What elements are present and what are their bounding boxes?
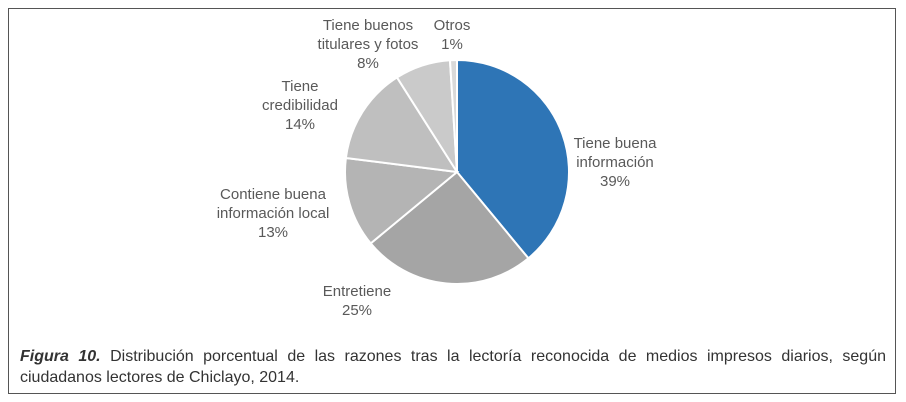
- value-label: 14%: [284, 116, 316, 133]
- value-label: 13%: [257, 224, 289, 241]
- category-label: Tiene credibilidad: [262, 78, 338, 114]
- value-label: 25%: [341, 302, 373, 319]
- slice: [344, 76, 459, 174]
- caption-label: Figura 10.: [20, 348, 101, 365]
- frame: [8, 8, 896, 394]
- slice-label: Tiene buena información 39%: [555, 134, 675, 191]
- slice-label: Otros 1%: [427, 16, 477, 54]
- value-label: 39%: [599, 173, 631, 190]
- slice-label: Tiene buenos titulares y fotos 8%: [301, 16, 436, 73]
- slice-label: Tiene credibilidad 14%: [250, 77, 350, 134]
- caption: Figura 10. Distribución porcentual de la…: [20, 346, 886, 388]
- slice: [344, 156, 460, 245]
- slice: [448, 58, 458, 173]
- category-label: Tiene buenos titulares y fotos: [317, 17, 419, 53]
- slice-label: Contiene buena información local 13%: [191, 185, 356, 242]
- category-label: Entretiene: [322, 283, 392, 300]
- category-label: Contiene buena información local: [216, 186, 330, 222]
- value-label: 8%: [357, 55, 379, 72]
- slice-label: Entretiene 25%: [307, 282, 407, 320]
- slice: [456, 58, 570, 260]
- caption-text: Distribución porcentual de las razones t…: [20, 348, 887, 386]
- value-label: 1%: [441, 36, 463, 53]
- category-label: Otros: [433, 17, 471, 34]
- slice: [369, 170, 530, 285]
- category-label: Tiene buena información: [573, 135, 657, 171]
